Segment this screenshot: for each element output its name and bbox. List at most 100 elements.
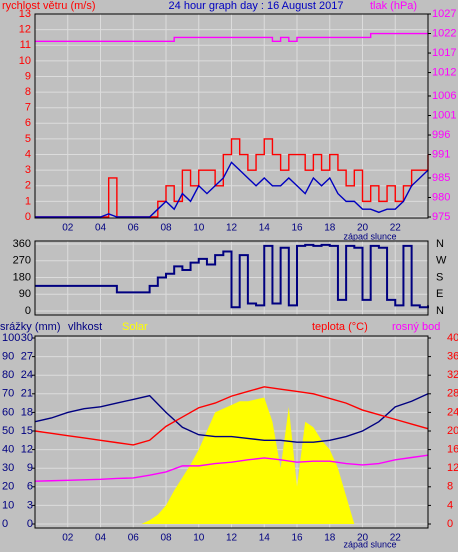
x-tick-label: 06	[128, 533, 140, 544]
y-tick-label: 9	[25, 70, 31, 82]
direction-label: E	[436, 288, 443, 300]
x-tick-label: 08	[160, 533, 172, 544]
rain-tick-label: 15	[21, 425, 33, 437]
x-tick-label: 04	[95, 533, 107, 544]
rain-tick-label: 18	[21, 406, 33, 418]
y-tick-label: 100	[2, 332, 20, 344]
y-tick-label: 8	[25, 86, 31, 98]
y2-tick-label: 24	[447, 406, 458, 418]
x-tick-label: 12	[226, 223, 238, 234]
series-line	[35, 32, 428, 43]
y2-tick-label: 991	[432, 148, 450, 160]
rain-tick-label: 12	[21, 444, 33, 456]
y-tick-label: 20	[2, 481, 14, 493]
x-tick-label: 16	[291, 533, 303, 544]
y2-tick-label: 4	[447, 499, 453, 511]
y2-tick-label: 32	[447, 369, 458, 381]
series-line	[35, 161, 429, 218]
y2-tick-label: 1012	[432, 66, 456, 78]
sunset-label: západ slunce	[343, 231, 396, 241]
sunset-label: západ slunce	[343, 539, 396, 549]
x-tick-label: 18	[324, 223, 336, 234]
y-tick-label: 11	[20, 39, 31, 51]
legend-entry: teplota (°C)	[312, 321, 368, 333]
x-tick-label: 08	[160, 223, 172, 234]
y2-tick-label: 36	[447, 351, 458, 363]
y-tick-label: 2	[25, 180, 31, 192]
rain-tick-label: 21	[21, 388, 33, 400]
x-tick-label: 16	[291, 223, 303, 234]
y-tick-label: 180	[13, 271, 31, 283]
y2-tick-label: 1001	[432, 109, 456, 121]
y2-tick-label: 1006	[432, 90, 456, 102]
direction-label: N	[436, 238, 444, 250]
x-tick-label: 12	[226, 533, 238, 544]
y2-tick-label: 996	[432, 129, 450, 141]
y-tick-label: 270	[13, 255, 31, 267]
y2-tick-label: 28	[447, 388, 458, 400]
series-line	[34, 386, 429, 446]
y-tick-label: 360	[13, 238, 31, 250]
y2-tick-label: 975	[432, 211, 450, 223]
rain-tick-label: 0	[27, 518, 33, 530]
plot-frame	[34, 335, 429, 529]
direction-label: S	[436, 271, 443, 283]
y-tick-label: 10	[19, 55, 31, 67]
y2-tick-label: 1017	[432, 47, 456, 59]
series-line	[34, 454, 429, 482]
y2-tick-label: 8	[447, 481, 453, 493]
y-tick-label: 60	[2, 406, 14, 418]
y2-tick-label: 0	[447, 518, 453, 530]
y-tick-label: 10	[2, 499, 14, 511]
y-tick-label: 30	[2, 462, 14, 474]
direction-label: N	[436, 305, 444, 317]
y2-tick-label: 12	[447, 462, 458, 474]
rain-tick-label: 24	[21, 369, 33, 381]
y-tick-label: 80	[2, 369, 14, 381]
rain-tick-label: 27	[21, 351, 33, 363]
y-tick-label: 13	[19, 8, 31, 20]
y-tick-label: 1	[25, 195, 31, 207]
x-tick-label: 10	[193, 223, 205, 234]
wind-label: rychlost větru (m/s)	[2, 0, 96, 12]
x-tick-label: 06	[128, 223, 140, 234]
y-tick-label: 70	[2, 388, 14, 400]
x-tick-label: 14	[259, 533, 271, 544]
x-tick-label: 22	[390, 533, 402, 544]
y-tick-label: 40	[2, 444, 14, 456]
y2-tick-label: 1027	[432, 8, 456, 20]
series-line	[34, 393, 429, 443]
solar-area	[35, 397, 428, 524]
y-tick-label: 6	[25, 117, 31, 129]
y-tick-label: 12	[19, 24, 31, 36]
direction-label: W	[436, 255, 447, 267]
plot-frame	[34, 240, 429, 316]
x-tick-label: 18	[324, 533, 336, 544]
y-tick-label: 0	[25, 305, 31, 317]
y-tick-label: 3	[25, 164, 31, 176]
y-tick-label: 5	[25, 133, 31, 145]
y2-tick-label: 16	[447, 444, 458, 456]
y-tick-label: 0	[25, 211, 31, 223]
x-tick-label: 20	[357, 533, 369, 544]
x-tick-label: 14	[259, 223, 271, 234]
pressure-label: tlak (hPa)	[370, 0, 417, 12]
y-tick-label: 90	[19, 288, 31, 300]
y2-tick-label: 1022	[432, 27, 456, 39]
rain-tick-label: 30	[21, 332, 33, 344]
y2-tick-label: 980	[432, 191, 450, 203]
x-tick-label: 10	[193, 533, 205, 544]
x-tick-label: 20	[357, 223, 369, 234]
x-tick-label: 02	[62, 533, 74, 544]
x-tick-label: 02	[62, 223, 74, 234]
y-tick-label: 7	[25, 102, 31, 114]
rain-tick-label: 3	[27, 499, 33, 511]
y2-tick-label: 20	[447, 425, 458, 437]
rain-label: srážky (mm)	[0, 321, 61, 333]
chart-title: 24 hour graph day : 16 August 2017	[169, 0, 344, 12]
legend-entry: rosný bod	[392, 321, 440, 333]
legend-entry: vlhkost	[68, 321, 102, 333]
y-tick-label: 90	[2, 351, 14, 363]
x-tick-label: 22	[390, 223, 402, 234]
